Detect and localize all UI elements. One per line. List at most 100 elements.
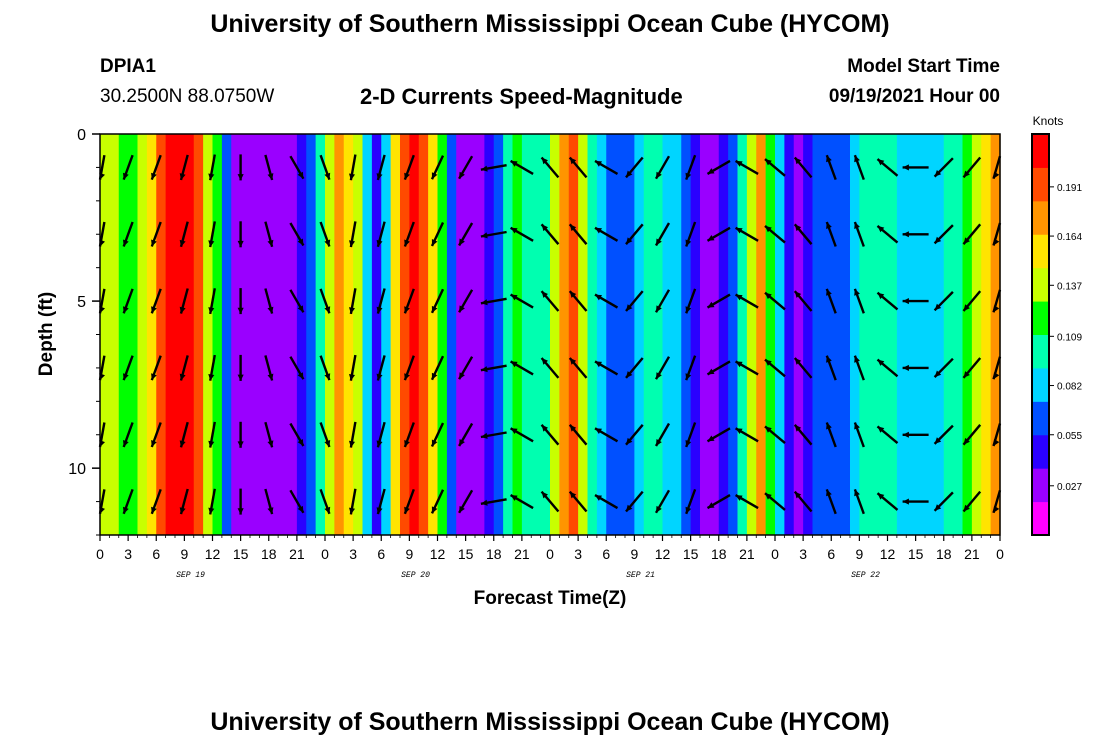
- arrow-head: [707, 435, 715, 442]
- arrow-head: [480, 499, 488, 506]
- current-arrow: [876, 291, 899, 311]
- arrow-head: [595, 361, 602, 368]
- current-arrow: [594, 360, 619, 376]
- colorbar-tick-label: 0.137: [1057, 281, 1082, 292]
- arrow-head: [934, 236, 942, 244]
- arrow-head: [404, 440, 410, 447]
- heatmap-cell: [484, 134, 495, 535]
- arrow-head: [237, 508, 244, 515]
- current-arrow: [403, 288, 415, 314]
- x-tick-label: 12: [880, 546, 896, 562]
- current-arrow: [734, 494, 759, 510]
- arrow-head: [208, 374, 215, 381]
- current-arrow: [933, 224, 954, 245]
- x-tick-label: 3: [799, 546, 807, 562]
- current-arrow: [376, 221, 386, 248]
- arrow-head: [349, 240, 355, 248]
- current-arrow: [793, 357, 813, 379]
- arrow-head: [595, 428, 602, 434]
- current-arrow: [825, 221, 837, 247]
- arrow-head: [877, 159, 885, 166]
- y-tick-label: 10: [68, 461, 86, 478]
- current-arrow: [179, 488, 189, 515]
- current-arrow: [876, 224, 899, 244]
- x-tick-label: 21: [739, 546, 755, 562]
- current-arrow: [480, 498, 507, 506]
- current-arrow: [540, 156, 560, 179]
- heatmap-cell: [934, 134, 945, 535]
- arrow-head: [656, 171, 662, 179]
- heatmap-cell: [165, 134, 176, 535]
- heatmap-cell: [334, 134, 345, 535]
- heatmap-cell: [690, 134, 701, 535]
- current-arrow: [458, 289, 474, 313]
- x-tick-label: 9: [855, 546, 863, 562]
- current-arrow: [568, 490, 588, 513]
- current-arrow: [179, 288, 189, 314]
- colorbar-band: [1032, 468, 1049, 503]
- arrow-head: [993, 372, 1000, 380]
- current-arrow: [933, 291, 954, 312]
- current-arrow: [764, 358, 786, 378]
- arrow-head: [569, 291, 577, 298]
- current-arrow: [764, 291, 786, 311]
- arrow-head: [297, 372, 304, 380]
- heatmap-cell: [371, 134, 382, 535]
- arrow-head: [459, 238, 465, 246]
- date-label: SEP 21: [626, 571, 655, 580]
- arrow-head: [541, 358, 548, 365]
- x-axis-label: Forecast Time(Z): [474, 588, 627, 609]
- arrow-head: [626, 437, 633, 445]
- heatmap-cell: [765, 134, 776, 535]
- heatmap-cell: [287, 134, 298, 535]
- current-arrow: [992, 289, 1002, 313]
- current-arrow: [403, 221, 415, 247]
- heatmap-cell: [578, 134, 589, 535]
- heatmap-cell: [587, 134, 598, 535]
- heatmap-cell: [456, 134, 467, 535]
- heatmap-cell: [362, 134, 373, 535]
- colorbar-tick-label: 0.191: [1057, 183, 1082, 194]
- x-tick-label: 6: [602, 546, 610, 562]
- current-arrow: [568, 424, 588, 446]
- current-arrow: [122, 221, 134, 247]
- current-arrow: [685, 288, 697, 314]
- current-arrow: [208, 354, 216, 381]
- arrow-head: [349, 173, 355, 181]
- arrow-head: [267, 173, 274, 180]
- x-tick-label: 18: [486, 546, 502, 562]
- heatmap-cell: [550, 134, 560, 535]
- x-tick-label: 12: [655, 546, 671, 562]
- heatmap-cell: [250, 134, 260, 535]
- current-arrow: [793, 490, 813, 513]
- current-arrow: [594, 427, 619, 443]
- arrow-head: [431, 305, 438, 313]
- current-arrow: [568, 290, 588, 312]
- current-arrow: [179, 221, 189, 248]
- arrow-head: [595, 495, 602, 501]
- current-arrow: [403, 355, 415, 381]
- current-arrow: [509, 427, 534, 443]
- x-tick-label: 15: [233, 546, 249, 562]
- current-arrow: [208, 421, 216, 448]
- heatmap-cell: [475, 134, 485, 535]
- arrow-head: [297, 171, 304, 179]
- current-arrow: [376, 154, 386, 181]
- arrow-head: [376, 239, 383, 247]
- arrow-head: [854, 155, 860, 163]
- arrow-head: [902, 298, 909, 305]
- current-arrow: [264, 421, 274, 448]
- current-arrow: [685, 355, 697, 381]
- current-arrow: [319, 288, 331, 314]
- arrow-head: [794, 291, 802, 298]
- arrow-head: [685, 506, 692, 514]
- arrow-head: [993, 439, 1000, 446]
- heatmap-cell: [428, 134, 439, 535]
- heatmap-cell: [400, 134, 410, 535]
- current-arrow: [992, 356, 1002, 380]
- current-arrow: [793, 156, 813, 179]
- arrow-head: [431, 239, 438, 246]
- arrow-head: [151, 440, 157, 447]
- colorbar-band: [1032, 434, 1049, 469]
- arrow-head: [685, 172, 692, 180]
